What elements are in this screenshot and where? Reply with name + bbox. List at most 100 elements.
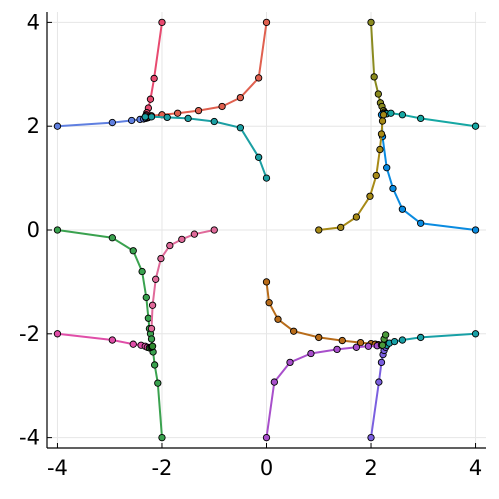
y-tick-label-4: 4 — [27, 10, 40, 34]
series-12-point-1 — [265, 299, 273, 307]
series-8-point-5 — [144, 314, 153, 322]
series-12-point-4 — [315, 333, 323, 342]
series-15-point-3 — [398, 336, 407, 344]
x-tick-label-3: 2 — [364, 456, 377, 480]
series-9-point-7 — [210, 226, 218, 234]
series-7-point-5 — [366, 192, 374, 200]
series-9-point-1 — [148, 301, 157, 309]
y-tick-label-0: -4 — [19, 426, 40, 450]
series-layer — [53, 18, 480, 442]
series-1-point-7 — [236, 93, 245, 102]
axes — [46, 12, 486, 449]
series-7-point-6 — [352, 213, 361, 221]
series-8-point-8 — [147, 335, 156, 343]
series-0-point-0 — [53, 122, 62, 130]
series-5 — [383, 109, 480, 130]
series-16-point-2 — [382, 331, 390, 339]
series-16-point-0 — [378, 341, 387, 349]
series-6-point-4 — [389, 184, 397, 193]
series-16 — [378, 331, 390, 349]
series-12-point-3 — [290, 327, 298, 335]
series-15 — [383, 330, 480, 349]
series-1-point-4 — [174, 109, 182, 117]
series-8-point-3 — [138, 267, 146, 276]
series-3-point-1 — [147, 113, 156, 121]
series-7-point-1 — [378, 117, 387, 125]
series-7-point-4 — [372, 171, 380, 180]
series-12-point-2 — [274, 315, 282, 323]
series-9 — [147, 226, 218, 333]
series-12-point-0 — [262, 278, 271, 286]
series-3-point-7 — [262, 174, 271, 182]
series-9-point-5 — [178, 235, 186, 243]
series-1-point-8 — [255, 74, 263, 82]
series-3 — [141, 113, 271, 182]
series-14-point-2 — [377, 358, 386, 367]
series-3-point-5 — [236, 124, 245, 132]
series-13-point-0 — [262, 433, 271, 442]
series-7-point-8 — [315, 226, 323, 234]
x-tick-label-2: 0 — [260, 456, 273, 480]
series-6-point-5 — [398, 205, 407, 213]
series-10-point-0 — [53, 330, 62, 338]
series-8-point-12 — [158, 433, 166, 442]
series-6-point-3 — [383, 164, 391, 172]
series-8-point-1 — [108, 234, 116, 242]
y-tick-label-2: 0 — [27, 218, 40, 242]
series-9-point-6 — [190, 230, 199, 238]
series-7 — [315, 111, 388, 234]
series-3-point-2 — [163, 113, 171, 122]
series-10-point-1 — [108, 336, 116, 344]
series-15-point-2 — [390, 337, 399, 346]
series-13-point-4 — [333, 345, 341, 354]
series-8-point-2 — [129, 247, 137, 255]
x-tick-label-0: -4 — [47, 456, 68, 480]
series-4-point-1 — [370, 73, 378, 81]
series-4-point-0 — [367, 18, 375, 27]
series-15-point-5 — [471, 330, 480, 338]
series-7-point-2 — [377, 130, 386, 138]
series-1-point-9 — [262, 18, 271, 27]
series-2-point-0 — [158, 18, 166, 27]
series-6-point-6 — [417, 219, 425, 227]
series-5-point-4 — [471, 122, 480, 130]
series-4-point-2 — [374, 90, 382, 98]
series-5-point-3 — [417, 114, 425, 123]
series-9-point-3 — [157, 254, 165, 263]
series-8-point-10 — [151, 361, 159, 369]
series-5-point-2 — [398, 111, 407, 119]
series-7-point-7 — [337, 223, 345, 232]
series-3-point-3 — [184, 114, 192, 123]
y-tick-label-3: 2 — [27, 114, 40, 138]
series-9-point-4 — [166, 241, 174, 250]
y-tick-label-1: -2 — [19, 322, 40, 346]
series-9-point-2 — [152, 275, 160, 283]
series-13-point-1 — [270, 378, 278, 386]
series-6-point-7 — [471, 226, 480, 234]
series-12-point-5 — [338, 336, 346, 345]
series-3-point-0 — [141, 113, 149, 121]
x-tick-label-1: -2 — [151, 456, 172, 480]
series-8-point-11 — [154, 379, 162, 387]
series-3-point-4 — [210, 117, 218, 126]
series-5-point-1 — [387, 109, 395, 117]
series-2-point-2 — [146, 95, 155, 103]
series-11-point-3 — [148, 342, 157, 350]
series-15-point-4 — [417, 333, 425, 342]
series-11 — [145, 342, 157, 352]
series-13-point-2 — [286, 358, 294, 367]
series-2-point-1 — [150, 74, 158, 83]
series-14-point-0 — [367, 433, 375, 442]
series-13-point-6 — [364, 342, 373, 350]
series-7-point-3 — [376, 145, 384, 154]
series-8-point-0 — [53, 226, 62, 234]
series-10-point-2 — [129, 340, 137, 348]
series-1-point-5 — [194, 106, 203, 115]
series-7-point-0 — [379, 111, 388, 119]
series-1-point-6 — [218, 102, 226, 111]
tick-labels: -4 -2 0 2 4 -4 -2 0 2 4 — [19, 10, 482, 480]
series-0-point-2 — [128, 116, 136, 125]
series-14-point-1 — [375, 378, 383, 386]
series-0-point-1 — [108, 118, 116, 127]
